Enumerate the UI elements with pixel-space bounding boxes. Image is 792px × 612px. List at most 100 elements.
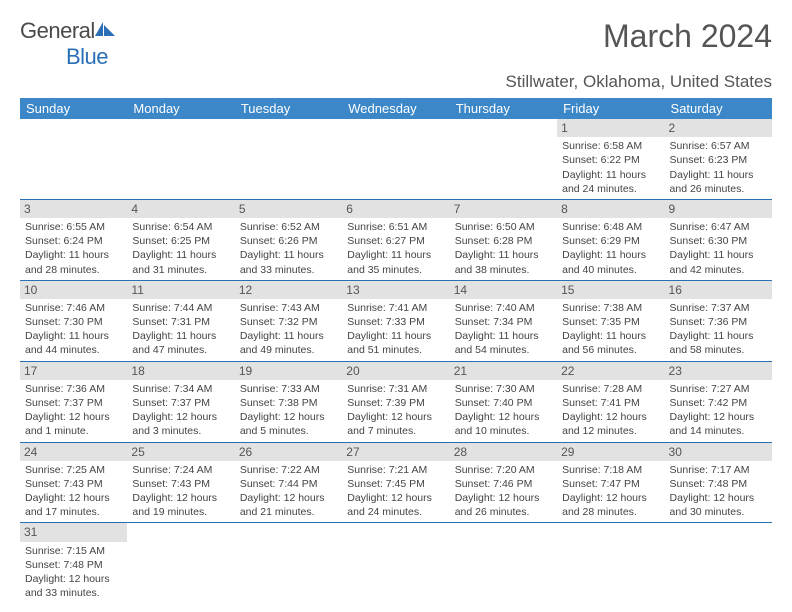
day-number: 15	[557, 281, 664, 299]
calendar-cell	[235, 119, 342, 199]
day-number: 6	[342, 200, 449, 218]
calendar-cell: 1 Sunrise: 6:58 AMSunset: 6:22 PMDaylight…	[557, 119, 664, 199]
calendar-cell	[342, 119, 449, 199]
day-header: Wednesday	[342, 98, 449, 119]
day-number: 11	[127, 281, 234, 299]
calendar-cell: 11 Sunrise: 7:44 AMSunset: 7:31 PMDayligh…	[127, 280, 234, 361]
calendar-table: SundayMondayTuesdayWednesdayThursdayFrid…	[20, 98, 772, 603]
day-number: 13	[342, 281, 449, 299]
calendar-cell: 20 Sunrise: 7:31 AMSunset: 7:39 PMDayligh…	[342, 361, 449, 442]
calendar-cell: 26 Sunrise: 7:22 AMSunset: 7:44 PMDayligh…	[235, 442, 342, 523]
day-number: 21	[450, 362, 557, 380]
day-header: Tuesday	[235, 98, 342, 119]
day-info: Sunrise: 6:51 AMSunset: 6:27 PMDaylight:…	[346, 220, 445, 277]
calendar-cell	[20, 119, 127, 199]
calendar-cell: 16 Sunrise: 7:37 AMSunset: 7:36 PMDayligh…	[665, 280, 772, 361]
calendar-cell	[127, 119, 234, 199]
day-header: Thursday	[450, 98, 557, 119]
day-header: Friday	[557, 98, 664, 119]
day-info: Sunrise: 7:41 AMSunset: 7:33 PMDaylight:…	[346, 301, 445, 358]
calendar-cell: 8 Sunrise: 6:48 AMSunset: 6:29 PMDaylight…	[557, 199, 664, 280]
day-number: 7	[450, 200, 557, 218]
day-info: Sunrise: 6:58 AMSunset: 6:22 PMDaylight:…	[561, 139, 660, 196]
calendar-cell	[450, 119, 557, 199]
calendar-cell: 28Sunrise: 7:20 AMSunset: 7:46 PMDayligh…	[450, 442, 557, 523]
day-number: 28	[450, 443, 557, 461]
day-number: 12	[235, 281, 342, 299]
calendar-cell: 31 Sunrise: 7:15 AMSunset: 7:48 PMDayligh…	[20, 523, 127, 603]
calendar-cell: 4Sunrise: 6:54 AMSunset: 6:25 PMDaylight…	[127, 199, 234, 280]
day-number: 18	[127, 362, 234, 380]
day-number: 14	[450, 281, 557, 299]
day-number: 16	[665, 281, 772, 299]
day-info: Sunrise: 6:57 AMSunset: 6:23 PMDaylight:…	[669, 139, 768, 196]
day-number: 25	[127, 443, 234, 461]
calendar-cell: 10Sunrise: 7:46 AMSunset: 7:30 PMDayligh…	[20, 280, 127, 361]
day-info: Sunrise: 6:48 AMSunset: 6:29 PMDaylight:…	[561, 220, 660, 277]
day-header: Sunday	[20, 98, 127, 119]
calendar-cell: 6 Sunrise: 6:51 AMSunset: 6:27 PMDaylight…	[342, 199, 449, 280]
day-info: Sunrise: 7:37 AMSunset: 7:36 PMDaylight:…	[669, 301, 768, 358]
day-number: 29	[557, 443, 664, 461]
calendar-cell: 19 Sunrise: 7:33 AMSunset: 7:38 PMDayligh…	[235, 361, 342, 442]
calendar-cell: 23 Sunrise: 7:27 AMSunset: 7:42 PMDayligh…	[665, 361, 772, 442]
day-number: 19	[235, 362, 342, 380]
day-info: Sunrise: 7:17 AMSunset: 7:48 PMDaylight:…	[669, 463, 768, 520]
day-info: Sunrise: 7:28 AMSunset: 7:41 PMDaylight:…	[561, 382, 660, 439]
calendar-cell	[557, 523, 664, 603]
day-number: 24	[20, 443, 127, 461]
day-header: Monday	[127, 98, 234, 119]
sail-icon	[93, 18, 117, 43]
day-number: 23	[665, 362, 772, 380]
day-info: Sunrise: 7:33 AMSunset: 7:38 PMDaylight:…	[239, 382, 338, 439]
day-number: 1	[557, 119, 664, 137]
calendar-cell: 21Sunrise: 7:30 AMSunset: 7:40 PMDayligh…	[450, 361, 557, 442]
calendar-cell: 15 Sunrise: 7:38 AMSunset: 7:35 PMDayligh…	[557, 280, 664, 361]
day-info: Sunrise: 7:21 AMSunset: 7:45 PMDaylight:…	[346, 463, 445, 520]
day-info: Sunrise: 7:22 AMSunset: 7:44 PMDaylight:…	[239, 463, 338, 520]
calendar-cell	[342, 523, 449, 603]
calendar-cell: 12 Sunrise: 7:43 AMSunset: 7:32 PMDayligh…	[235, 280, 342, 361]
calendar-cell	[235, 523, 342, 603]
day-info: Sunrise: 7:18 AMSunset: 7:47 PMDaylight:…	[561, 463, 660, 520]
calendar-cell: 24Sunrise: 7:25 AMSunset: 7:43 PMDayligh…	[20, 442, 127, 523]
day-number: 4	[127, 200, 234, 218]
day-info: Sunrise: 6:52 AMSunset: 6:26 PMDaylight:…	[239, 220, 338, 277]
day-number: 26	[235, 443, 342, 461]
day-info: Sunrise: 6:55 AMSunset: 6:24 PMDaylight:…	[24, 220, 123, 277]
calendar-cell: 9 Sunrise: 6:47 AMSunset: 6:30 PMDaylight…	[665, 199, 772, 280]
day-number: 31	[20, 523, 127, 541]
day-number: 9	[665, 200, 772, 218]
day-number: 30	[665, 443, 772, 461]
day-info: Sunrise: 6:50 AMSunset: 6:28 PMDaylight:…	[454, 220, 553, 277]
day-info: Sunrise: 7:43 AMSunset: 7:32 PMDaylight:…	[239, 301, 338, 358]
day-number: 8	[557, 200, 664, 218]
calendar-cell: 27Sunrise: 7:21 AMSunset: 7:45 PMDayligh…	[342, 442, 449, 523]
day-info: Sunrise: 7:34 AMSunset: 7:37 PMDaylight:…	[131, 382, 230, 439]
day-info: Sunrise: 7:31 AMSunset: 7:39 PMDaylight:…	[346, 382, 445, 439]
calendar-cell: 13 Sunrise: 7:41 AMSunset: 7:33 PMDayligh…	[342, 280, 449, 361]
day-number: 2	[665, 119, 772, 137]
day-number: 20	[342, 362, 449, 380]
brand-word2: Blue	[66, 44, 108, 69]
day-info: Sunrise: 7:15 AMSunset: 7:48 PMDaylight:…	[24, 544, 123, 601]
calendar-cell: 7 Sunrise: 6:50 AMSunset: 6:28 PMDaylight…	[450, 199, 557, 280]
calendar-cell: 14 Sunrise: 7:40 AMSunset: 7:34 PMDayligh…	[450, 280, 557, 361]
calendar-cell: 5Sunrise: 6:52 AMSunset: 6:26 PMDaylight…	[235, 199, 342, 280]
brand-word1: General	[20, 18, 95, 43]
day-info: Sunrise: 6:47 AMSunset: 6:30 PMDaylight:…	[669, 220, 768, 277]
day-info: Sunrise: 7:40 AMSunset: 7:34 PMDaylight:…	[454, 301, 553, 358]
day-info: Sunrise: 7:36 AMSunset: 7:37 PMDaylight:…	[24, 382, 123, 439]
day-info: Sunrise: 7:44 AMSunset: 7:31 PMDaylight:…	[131, 301, 230, 358]
calendar-cell: 17 Sunrise: 7:36 AMSunset: 7:37 PMDayligh…	[20, 361, 127, 442]
calendar-cell: 18 Sunrise: 7:34 AMSunset: 7:37 PMDayligh…	[127, 361, 234, 442]
day-info: Sunrise: 7:27 AMSunset: 7:42 PMDaylight:…	[669, 382, 768, 439]
day-info: Sunrise: 7:46 AMSunset: 7:30 PMDaylight:…	[24, 301, 123, 358]
day-info: Sunrise: 7:24 AMSunset: 7:43 PMDaylight:…	[131, 463, 230, 520]
day-info: Sunrise: 7:38 AMSunset: 7:35 PMDaylight:…	[561, 301, 660, 358]
calendar-cell: 25 Sunrise: 7:24 AMSunset: 7:43 PMDayligh…	[127, 442, 234, 523]
calendar-cell: 3Sunrise: 6:55 AMSunset: 6:24 PMDaylight…	[20, 199, 127, 280]
page-title: March 2024	[603, 18, 772, 55]
day-header: Saturday	[665, 98, 772, 119]
day-number: 17	[20, 362, 127, 380]
